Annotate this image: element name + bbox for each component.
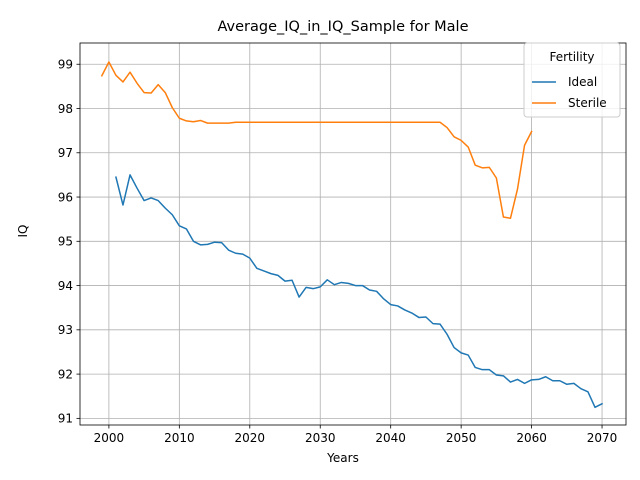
x-axis-ticks: 2000 2010 2020 2030 2040 2050 2060 2070	[94, 425, 618, 445]
y-axis-ticks: 91 92 93 94 95 96 97 98 99	[58, 58, 80, 426]
y-tick-label: 98	[58, 102, 73, 116]
series-layer	[100, 61, 604, 409]
plot-frame	[79, 42, 627, 426]
legend-label-ideal: Ideal	[568, 75, 597, 89]
x-tick-label: 2060	[516, 431, 547, 445]
x-tick-label: 2000	[94, 431, 125, 445]
legend-frame	[523, 42, 621, 118]
x-axis-label: Years	[326, 451, 359, 465]
y-tick-label: 93	[58, 323, 73, 337]
x-tick-label: 2010	[164, 431, 195, 445]
legend-title: Fertility	[549, 50, 594, 64]
legend: Fertility Ideal Sterile	[523, 42, 621, 118]
x-tick-label: 2070	[587, 431, 618, 445]
y-tick-label: 99	[58, 58, 73, 72]
y-tick-label: 91	[58, 412, 73, 426]
x-tick-label: 2020	[235, 431, 266, 445]
y-tick-label: 92	[58, 367, 73, 381]
x-tick-label: 2040	[375, 431, 406, 445]
series-line-ideal	[115, 174, 604, 409]
y-tick-label: 97	[58, 146, 73, 160]
y-axis-label: IQ	[16, 225, 30, 238]
chart-title: Average_IQ_in_IQ_Sample for Male	[217, 19, 468, 35]
y-tick-label: 96	[58, 190, 73, 204]
series-line-sterile	[100, 61, 533, 220]
x-tick-label: 2050	[446, 431, 477, 445]
x-tick-label: 2030	[305, 431, 336, 445]
legend-label-sterile: Sterile	[568, 96, 607, 110]
y-tick-label: 94	[58, 279, 73, 293]
y-tick-label: 95	[58, 235, 73, 249]
